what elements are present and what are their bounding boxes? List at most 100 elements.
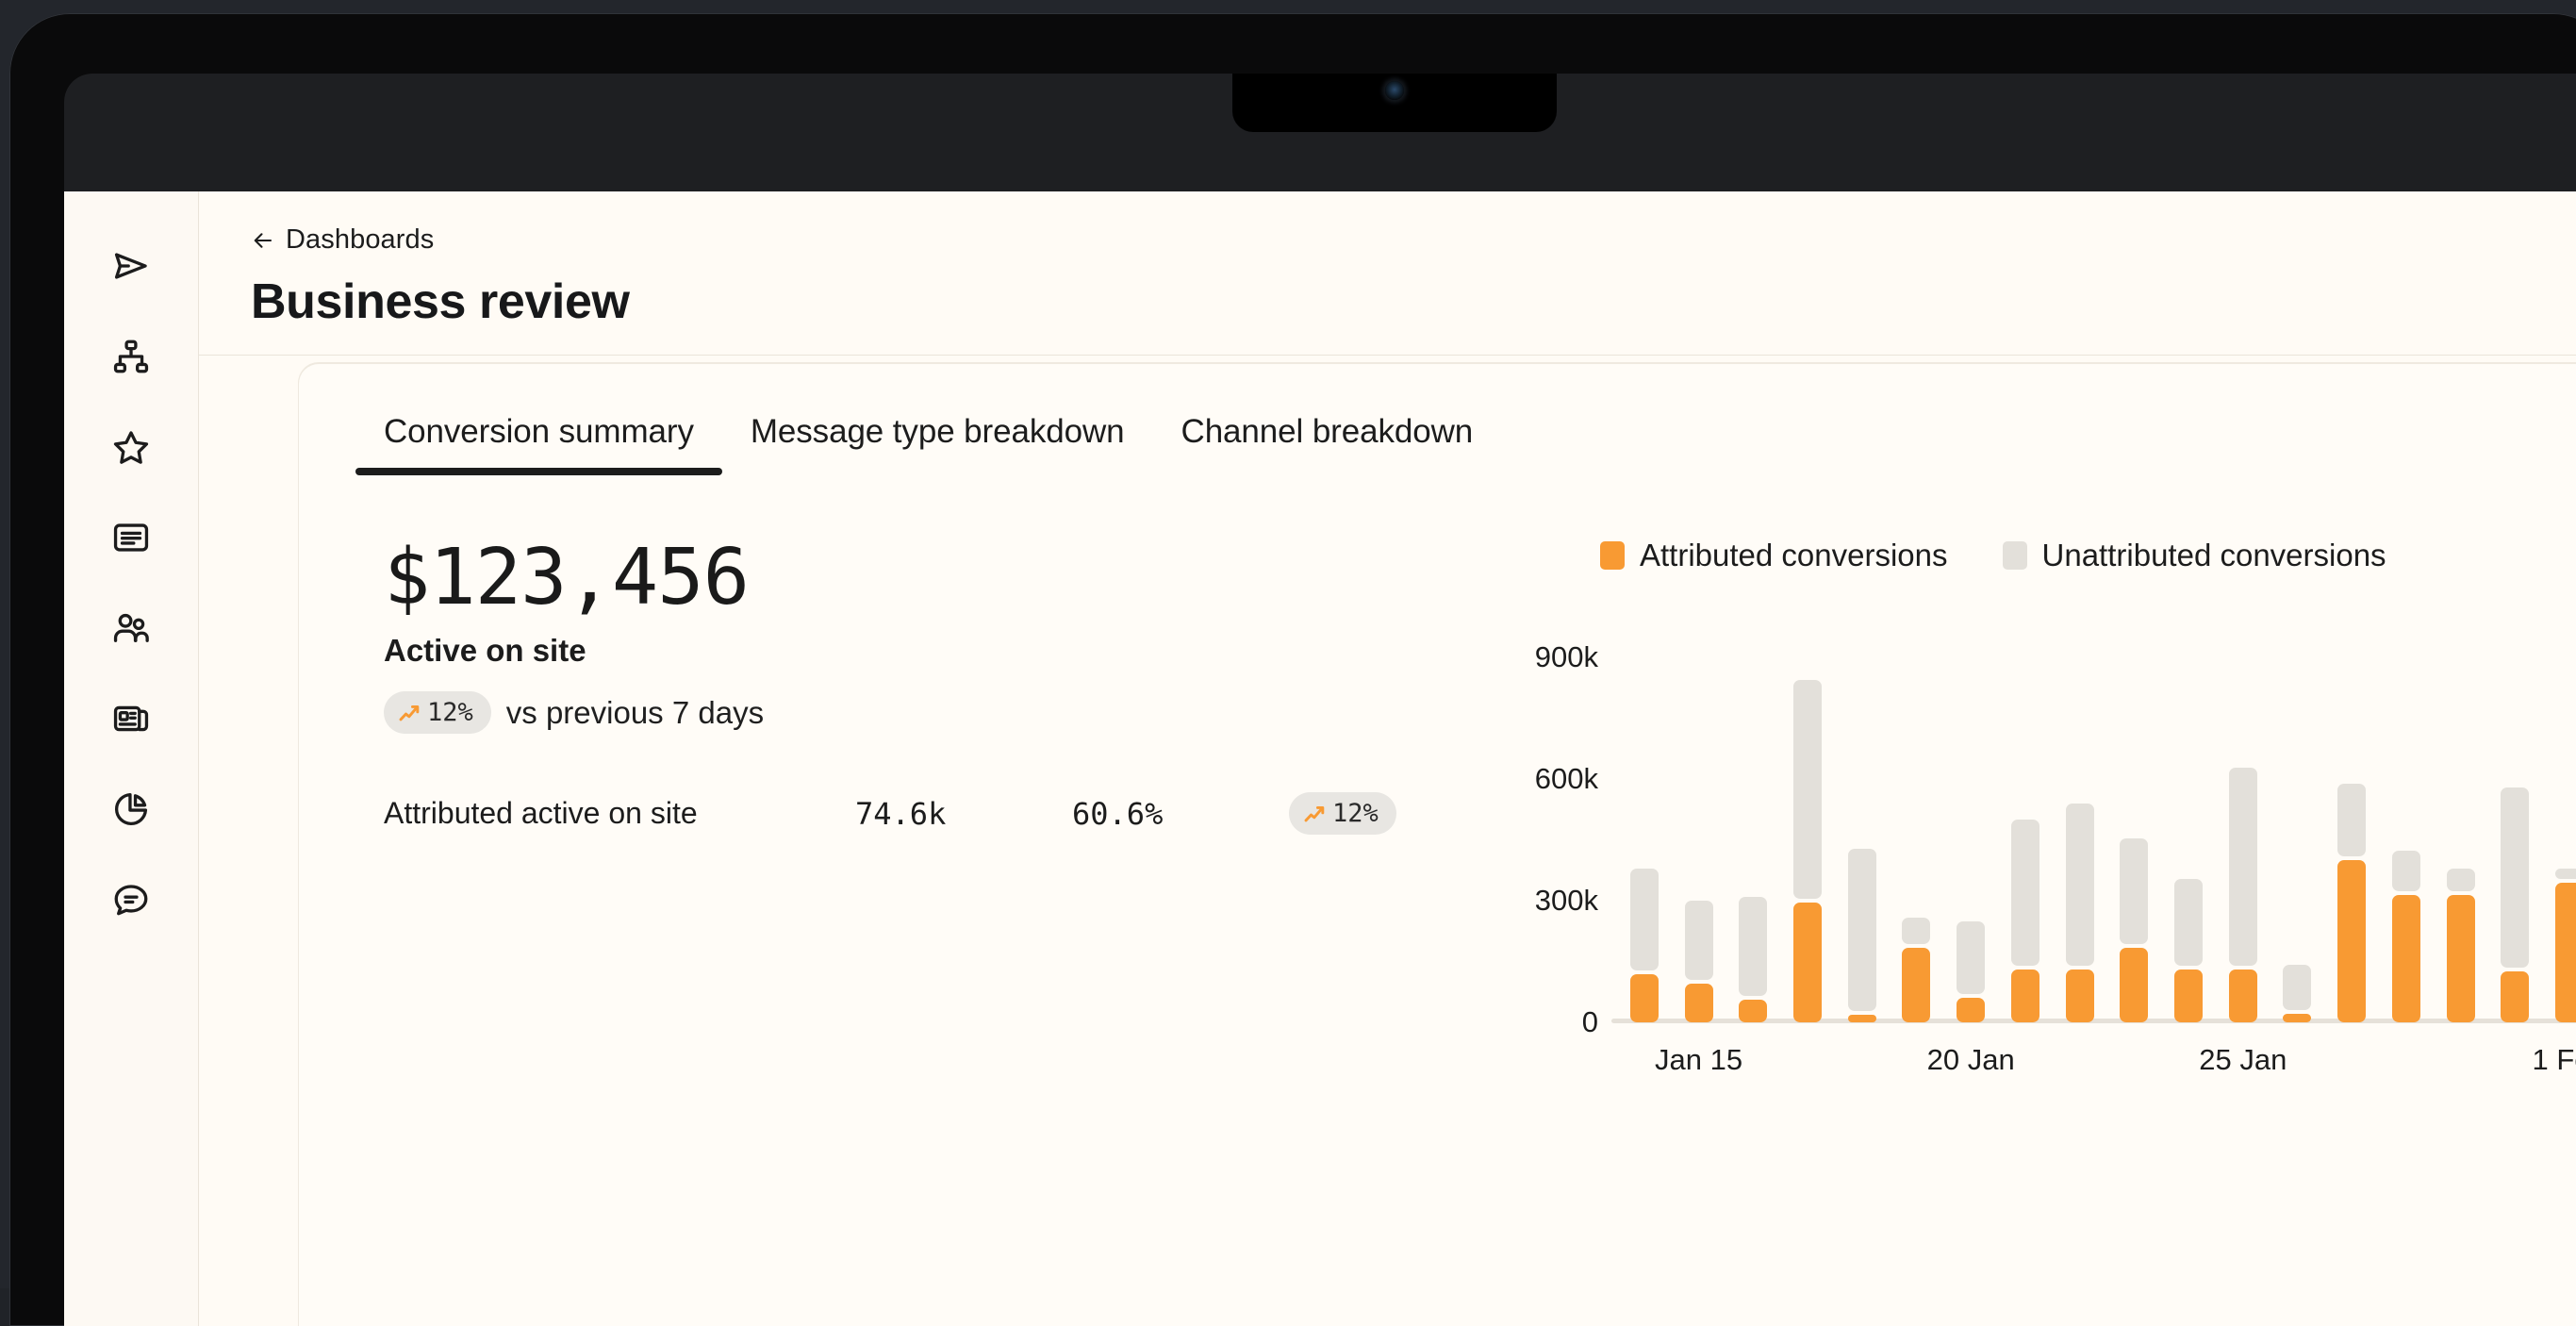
y-axis-tick: 0 xyxy=(1582,1005,1598,1039)
bar-segment-unattributed xyxy=(1848,849,1876,1011)
tab-label: Conversion summary xyxy=(384,413,694,450)
bar-group[interactable] xyxy=(2379,617,2434,1022)
bar-group[interactable] xyxy=(1780,617,1835,1022)
bar-segment-attributed xyxy=(2392,895,2420,1022)
chart-legend: Attributed conversions Unattributed conv… xyxy=(1506,538,2576,573)
bar-segment-attributed xyxy=(2555,883,2576,1022)
x-axis-tick: Jan 15 xyxy=(1655,1043,1742,1077)
bar-segment-unattributed xyxy=(1685,901,1713,980)
breadcrumb[interactable]: Dashboards xyxy=(251,224,2576,256)
bar-segment-attributed xyxy=(1957,998,1985,1022)
laptop-device-frame: Dashboards Business review Conversion su… xyxy=(0,0,2576,1288)
conversions-chart: Attributed conversions Unattributed conv… xyxy=(1487,538,2576,1060)
bar-group[interactable] xyxy=(1672,617,1726,1022)
metrics-panel: $123,456 Active on site xyxy=(355,538,1487,835)
send-icon xyxy=(111,246,151,286)
chat-bubble-icon xyxy=(111,880,151,920)
sidebar-item-journeys[interactable] xyxy=(104,329,158,384)
webcam-icon xyxy=(1385,81,1404,100)
legend-item-attributed[interactable]: Attributed conversions xyxy=(1600,538,1948,573)
bar-group[interactable] xyxy=(2053,617,2107,1022)
sidebar-item-analytics[interactable] xyxy=(104,782,158,837)
bar-group[interactable] xyxy=(2106,617,2161,1022)
bar-group[interactable] xyxy=(1726,617,1780,1022)
page-header: Dashboards Business review xyxy=(199,191,2576,356)
panel-body: $123,456 Active on site xyxy=(355,538,2576,1060)
tab-label: Message type breakdown xyxy=(751,413,1125,450)
tab-bar: Conversion summary Message type breakdow… xyxy=(355,402,2576,475)
x-axis-tick: 20 Jan xyxy=(1927,1043,2015,1077)
delta-row: 12% vs previous 7 days xyxy=(384,691,1487,734)
article-icon xyxy=(111,518,151,557)
bar-segment-attributed xyxy=(1902,948,1930,1023)
bar-segment-unattributed xyxy=(2011,820,2039,966)
x-axis: Jan 15 20 Jan 25 Jan 1 Feb xyxy=(1617,1043,2576,1090)
sidebar-item-content[interactable] xyxy=(104,510,158,565)
sitemap-icon xyxy=(111,337,151,376)
bar-group[interactable] xyxy=(2216,617,2271,1022)
bar-segment-unattributed xyxy=(2337,784,2366,856)
bar-segment-attributed xyxy=(2174,970,2203,1022)
table-row[interactable]: Attributed active on site 74.6k 60.6% xyxy=(384,792,1487,835)
bar-segment-unattributed xyxy=(2174,879,2203,966)
bar-segment-unattributed xyxy=(2066,804,2094,966)
sidebar-item-campaigns[interactable] xyxy=(104,239,158,293)
bar-segment-unattributed xyxy=(1957,921,1985,994)
breadcrumb-label: Dashboards xyxy=(286,224,434,256)
bar-group[interactable] xyxy=(2434,617,2488,1022)
main-content: Dashboards Business review Conversion su… xyxy=(199,191,2576,1326)
bar-group[interactable] xyxy=(2542,617,2576,1022)
bar-group[interactable] xyxy=(1943,617,1998,1022)
tab-channel-breakdown[interactable]: Channel breakdown xyxy=(1153,402,1502,475)
delta-value: 12% xyxy=(427,698,473,727)
sidebar-item-messages[interactable] xyxy=(104,872,158,927)
arrow-left-icon xyxy=(251,228,275,253)
y-axis-tick: 300k xyxy=(1535,884,1598,918)
bar-segment-attributed xyxy=(2066,970,2094,1022)
legend-label: Attributed conversions xyxy=(1640,538,1948,573)
pie-chart-icon xyxy=(111,789,151,829)
bar-segment-unattributed xyxy=(2392,851,2420,891)
tab-conversion-summary[interactable]: Conversion summary xyxy=(355,402,722,475)
bar-group[interactable] xyxy=(2488,617,2543,1022)
laptop-screen: Dashboards Business review Conversion su… xyxy=(64,74,2576,1326)
stat-name: Attributed active on site xyxy=(384,796,855,831)
status-badge: 12% xyxy=(384,691,491,734)
bar-segment-unattributed xyxy=(1902,918,1930,944)
bar-segment-attributed xyxy=(2011,970,2039,1022)
legend-item-unattributed[interactable]: Unattributed conversions xyxy=(2003,538,2386,573)
sidebar-item-news[interactable] xyxy=(104,691,158,746)
sidebar-item-favorites[interactable] xyxy=(104,420,158,474)
trend-up-icon xyxy=(397,700,422,725)
bar-group[interactable] xyxy=(2161,617,2216,1022)
delta-value: 12% xyxy=(1332,799,1379,828)
bar-group[interactable] xyxy=(2324,617,2379,1022)
bar-segment-attributed xyxy=(2447,895,2475,1022)
bar-segment-attributed xyxy=(1739,1000,1767,1022)
bar-segment-attributed xyxy=(1848,1015,1876,1022)
x-axis-tick: 1 Feb xyxy=(2532,1043,2576,1077)
bar-segment-attributed xyxy=(2283,1014,2311,1022)
bar-segment-attributed xyxy=(2501,971,2529,1022)
bar-segment-unattributed xyxy=(2229,768,2257,967)
content-area: Conversion summary Message type breakdow… xyxy=(199,356,2576,1326)
bar-group[interactable] xyxy=(1835,617,1890,1022)
star-icon xyxy=(111,427,151,467)
bar-group[interactable] xyxy=(2271,617,2325,1022)
bar-segment-unattributed xyxy=(1739,897,1767,996)
bar-group[interactable] xyxy=(1998,617,2053,1022)
sidebar-item-audiences[interactable] xyxy=(104,601,158,655)
bar-segment-unattributed xyxy=(2283,965,2311,1009)
status-badge: 12% xyxy=(1289,792,1396,835)
x-axis-tick: 25 Jan xyxy=(2199,1043,2287,1077)
bar-group[interactable] xyxy=(1617,617,1672,1022)
bar-group[interactable] xyxy=(1890,617,1944,1022)
bar-segment-attributed xyxy=(2120,948,2148,1023)
bar-segment-unattributed xyxy=(2555,869,2576,879)
legend-swatch xyxy=(2003,541,2027,570)
primary-metric-label: Active on site xyxy=(384,633,1487,669)
bar-segment-unattributed xyxy=(2501,787,2529,968)
sidebar xyxy=(64,191,199,1326)
tab-message-type-breakdown[interactable]: Message type breakdown xyxy=(722,402,1153,475)
bar-segment-unattributed xyxy=(2447,869,2475,891)
